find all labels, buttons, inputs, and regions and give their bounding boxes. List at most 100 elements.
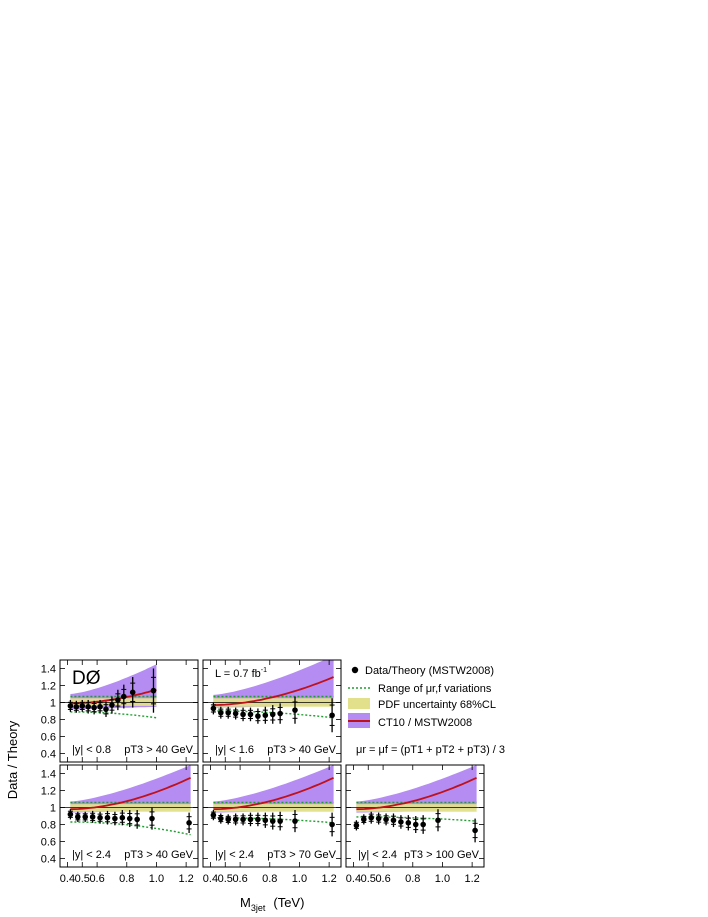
panel-plot-area <box>203 765 341 837</box>
data-point <box>269 711 276 718</box>
luminosity-sup: -1 <box>261 667 267 674</box>
data-point <box>186 820 192 826</box>
data-point <box>218 815 224 822</box>
data-point <box>134 816 140 823</box>
data-point <box>292 818 298 824</box>
panel-bottom-middle: 0.4 0.5 0.6 0.8 1.0 1.2 |y| < 2.4 pT3 > 70 GeV <box>202 764 342 885</box>
scale-formula: μr = μf = (pT1 + pT2 + pT3) / 3 <box>356 744 505 756</box>
data-point <box>210 705 217 712</box>
data-point <box>232 816 239 823</box>
luminosity-text: L = 0.7 fb <box>215 668 261 680</box>
data-point <box>67 703 74 709</box>
x-tick-label: 0.6 <box>89 873 104 885</box>
data-point <box>390 817 397 824</box>
ct10-central-line <box>70 776 191 811</box>
panels: 1.4 1.2 1 0.8 0.6 0.4 |y| < 0.8 pT3 > 40 GeV |y|… <box>41 659 485 885</box>
y-axis-label: Data / Theory <box>5 720 20 799</box>
data-point <box>67 811 74 818</box>
data-point <box>89 814 96 820</box>
pt-cut-label: pT3 > 70 GeV <box>267 849 336 861</box>
data-point <box>240 816 246 823</box>
panel-bottom-left: 1.41.210.80.60.40.4 0.5 0.6 0.8 1.0 1.2|y| < … <box>41 764 199 885</box>
data-point <box>232 710 239 717</box>
x-tick-label: 0.8 <box>405 873 420 885</box>
rapidity-cut-label: |y| < 2.4 <box>358 849 397 861</box>
data-point <box>277 710 283 717</box>
x-tick-label: 1.0 <box>149 873 164 885</box>
panel-bottom-right: 0.4 0.5 0.6 0.8 1.0 1.2 |y| < 2.4 pT3 > 100 GeV <box>345 764 485 885</box>
panel-frame <box>345 764 485 868</box>
data-point <box>262 817 269 824</box>
legend: Data/Theory (MSTW2008) Range of μr,f var… <box>348 665 505 756</box>
data-point <box>277 818 283 824</box>
ct10-uncertainty-band <box>70 664 157 710</box>
data-point <box>126 815 133 822</box>
y-tick-label: 0.6 <box>41 837 56 849</box>
legend-pdf-label: PDF uncertainty 68%CL <box>378 699 496 711</box>
panel-plot-area <box>60 664 198 719</box>
ct10-uncertainty-band <box>356 765 477 813</box>
pdf-uncertainty-band <box>213 804 334 812</box>
x-tick-label: 1.0 <box>292 873 307 885</box>
data-point <box>119 814 126 821</box>
x-axis-label: M3jet (TeV) <box>240 895 304 913</box>
data-point <box>420 821 426 828</box>
data-point <box>150 687 157 694</box>
rapidity-cut-label: |y| < 0.8 <box>72 744 111 756</box>
x-axis-label-unit: (TeV) <box>273 895 304 910</box>
data-point <box>91 704 97 711</box>
panel-frame <box>59 764 199 868</box>
data-point <box>247 816 254 823</box>
pdf-uncertainty-band <box>70 804 191 812</box>
data-point <box>73 703 80 710</box>
data-point <box>82 814 89 820</box>
rapidity-cut-label: |y| < 1.6 <box>215 744 254 756</box>
panel-plot-area <box>203 660 341 733</box>
legend-data-marker <box>351 666 359 674</box>
ct10-uncertainty-band <box>213 765 334 813</box>
data-point <box>85 703 91 710</box>
data-point <box>255 713 261 719</box>
data-point <box>247 711 254 718</box>
data-point <box>329 712 335 719</box>
data-point <box>210 812 217 818</box>
pdf-uncertainty-band <box>70 698 157 706</box>
y-tick-label: 0.8 <box>41 820 56 832</box>
pt-cut-label: pT3 > 40 GeV <box>267 744 336 756</box>
data-point <box>225 709 232 716</box>
panel-plot-area <box>60 765 198 836</box>
data-point <box>255 816 261 823</box>
data-point <box>262 712 269 719</box>
data-point <box>97 703 103 710</box>
data-point <box>240 711 246 718</box>
x-tick-label: 0.4 <box>346 873 361 885</box>
data-point <box>104 814 111 821</box>
data-point <box>218 709 224 716</box>
y-tick-label: 1.2 <box>41 681 56 693</box>
data-point <box>405 820 412 826</box>
ct10-central-line <box>213 676 334 706</box>
x-tick-label: 0.5 <box>75 873 90 885</box>
data-point <box>361 816 367 823</box>
data-point <box>79 703 86 709</box>
x-tick-label: 0.5 <box>218 873 233 885</box>
pt-cut-label: pT3 > 40 GeV <box>124 744 193 756</box>
y-tick-label: 1 <box>50 803 56 815</box>
data-point <box>375 815 382 822</box>
y-tick-label: 1.4 <box>41 769 56 781</box>
x-tick-label: 0.8 <box>262 873 277 885</box>
panel-top-left: 1.4 1.2 1 0.8 0.6 0.4 |y| < 0.8 pT3 > 40 GeV <box>41 659 199 763</box>
data-point <box>269 818 276 824</box>
x-tick-label: 0.8 <box>119 873 134 885</box>
x-tick-label: 1.2 <box>464 873 479 885</box>
pdf-uncertainty-band <box>356 804 477 812</box>
data-point <box>112 815 118 822</box>
ct10-uncertainty-band <box>70 765 191 813</box>
data-point <box>149 815 155 822</box>
x-tick-label: 1.2 <box>178 873 193 885</box>
panel-frame <box>59 659 199 763</box>
x-tick-label: 0.6 <box>232 873 247 885</box>
luminosity-label: L = 0.7 fb-1 <box>215 667 267 680</box>
y-tick-label: 0.8 <box>41 715 56 727</box>
legend-data-label: Data/Theory (MSTW2008) <box>365 665 494 677</box>
